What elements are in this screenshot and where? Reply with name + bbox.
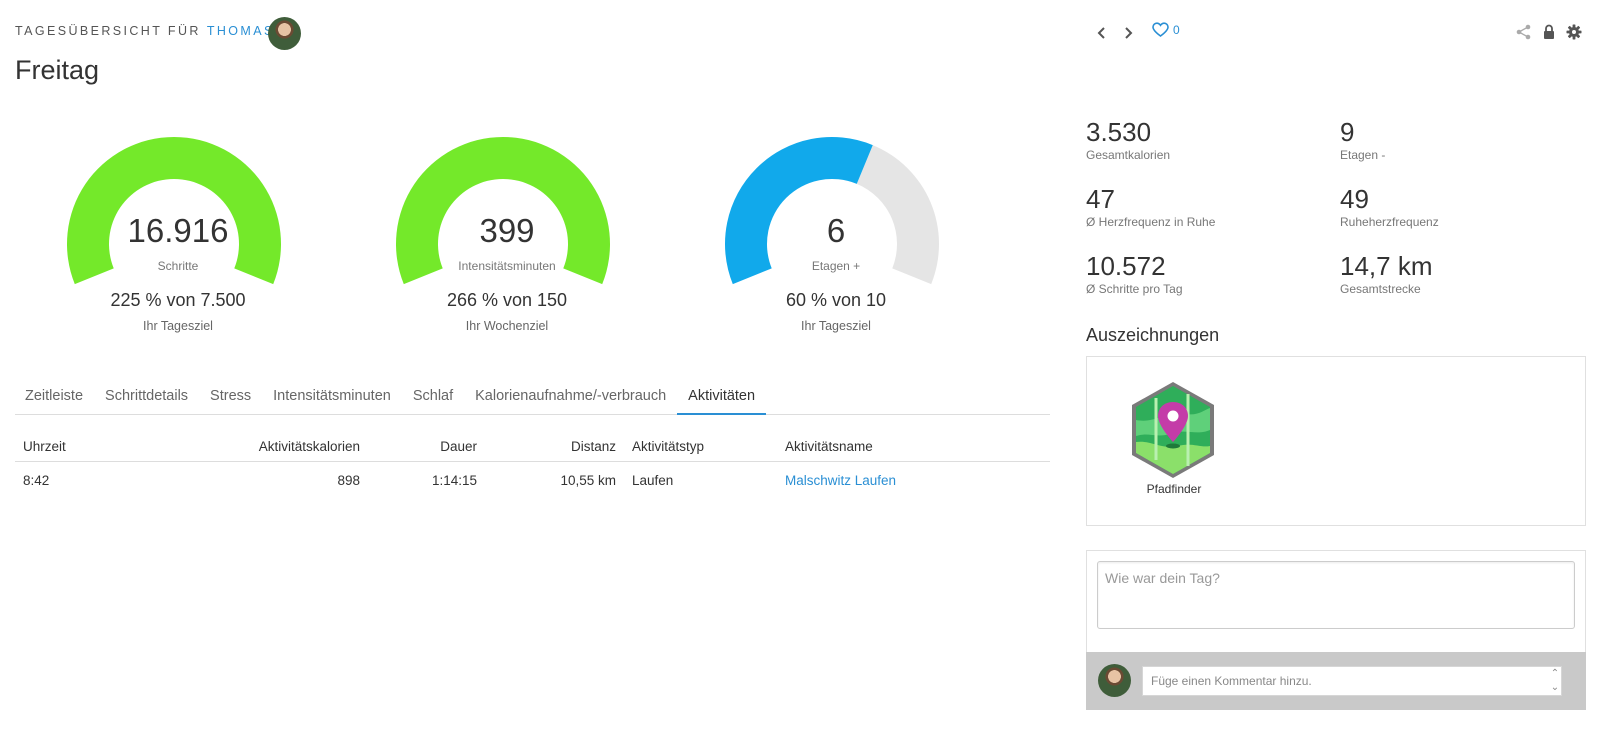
like-button[interactable]: 0	[1152, 22, 1180, 38]
next-day-button[interactable]	[1117, 22, 1139, 44]
gauge-arc	[725, 136, 939, 285]
avatar	[1098, 664, 1131, 697]
tab-bar: Zeitleiste Schrittdetails Stress Intensi…	[15, 378, 1050, 415]
gauge-fill	[67, 136, 281, 285]
gauge-summary: 60 % von 10	[785, 290, 887, 310]
stat-total-distance: 14,7 km Gesamtstrecke	[1340, 251, 1433, 296]
gear-icon	[1566, 24, 1582, 40]
gauge-fill	[725, 136, 873, 285]
page-title: Freitag	[15, 55, 100, 85]
prev-day-button[interactable]	[1091, 22, 1113, 44]
col-calories-header[interactable]: Aktivitätskalorien	[77, 431, 360, 462]
heart-icon	[1152, 22, 1169, 37]
tab-sleep[interactable]: Schlaf	[412, 388, 454, 404]
gauge-goal-label: Ihr Tagesziel	[801, 319, 871, 333]
chevron-up-icon[interactable]: ⌃	[1550, 668, 1560, 679]
tab-calories[interactable]: Kalorienaufnahme/-verbrauch	[475, 388, 667, 404]
stat-label: Etagen -	[1340, 148, 1386, 162]
stat-label: Gesamtstrecke	[1340, 282, 1421, 296]
stat-value: 10.572	[1086, 251, 1166, 281]
stat-resting-hr: 49 Ruheherzfrequenz	[1340, 184, 1439, 229]
stat-avg-resting-hr: 47 Ø Herzfrequenz in Ruhe	[1086, 184, 1215, 229]
activity-time: 8:42	[23, 472, 50, 488]
stat-label: Ruheherzfrequenz	[1340, 215, 1439, 229]
gauge-value: 399	[479, 212, 535, 249]
gauge-fill	[396, 136, 610, 285]
award-badge[interactable]	[1126, 380, 1220, 485]
table-header-row: Uhrzeit Aktivitätskalorien Dauer Distanz…	[15, 431, 1050, 462]
gauge-label: Etagen +	[811, 259, 861, 273]
gauge-value: 6	[826, 212, 846, 249]
stat-value: 9	[1340, 117, 1355, 147]
share-icon	[1516, 24, 1531, 40]
gauge-arc	[396, 136, 610, 285]
privacy-button[interactable]	[1540, 23, 1558, 41]
stat-value: 47	[1086, 184, 1115, 214]
day-note-input[interactable]	[1097, 561, 1575, 629]
activity-duration: 1:14:15	[431, 472, 477, 488]
share-button[interactable]	[1515, 23, 1533, 41]
gauge-goal-label: Ihr Tagesziel	[143, 319, 213, 333]
activity-type: Laufen	[632, 472, 674, 488]
chevron-right-icon	[1125, 27, 1133, 39]
chevron-down-icon[interactable]: ⌄	[1550, 682, 1560, 693]
map-pin-badge-icon	[1132, 382, 1214, 478]
tab-intensity-minutes[interactable]: Intensitätsminuten	[273, 388, 391, 404]
stat-value: 3.530	[1086, 117, 1152, 147]
award-label: Pfadfinder	[1146, 482, 1202, 496]
gauge-value: 16.916	[127, 212, 229, 249]
gauge-summary: 266 % von 150	[446, 290, 568, 310]
gauge-arc	[67, 136, 281, 285]
chevron-left-icon	[1097, 27, 1105, 39]
gauge-goal-label: Ihr Wochenziel	[465, 319, 549, 333]
tab-activities[interactable]: Aktivitäten	[677, 378, 767, 415]
stat-label: Gesamtkalorien	[1086, 148, 1171, 162]
activity-name-link[interactable]: Malschwitz Laufen	[785, 472, 897, 488]
stat-label: Ø Schritte pro Tag	[1086, 282, 1183, 296]
tab-timeline[interactable]: Zeitleiste	[25, 388, 84, 404]
like-count: 0	[1173, 23, 1180, 37]
gauge-track	[856, 145, 939, 285]
activity-distance: 10,55 km	[560, 472, 616, 488]
col-time-header[interactable]: Uhrzeit	[15, 431, 77, 462]
settings-button[interactable]	[1565, 23, 1583, 41]
floors-gauge[interactable]: 6 Etagen + 60 % von 10 Ihr Tagesziel	[716, 128, 956, 358]
header-prefix: TAGESÜBERSICHT FÜR	[15, 24, 201, 38]
stat-value: 14,7 km	[1340, 251, 1433, 281]
stat-label: Ø Herzfrequenz in Ruhe	[1086, 215, 1216, 229]
col-name-header[interactable]: Aktivitätsname	[785, 431, 1050, 462]
table-row[interactable]: 8:42 898 1:14:15 10,55 km Laufen Malschw…	[15, 462, 1050, 499]
gauge-label: Schritte	[157, 259, 199, 273]
tab-step-details[interactable]: Schrittdetails	[105, 388, 189, 404]
page-header: TAGESÜBERSICHT FÜR THOMAS C.	[15, 24, 298, 38]
gauge-summary: 225 % von 7.500	[110, 290, 246, 310]
col-duration-header[interactable]: Dauer	[360, 431, 477, 462]
awards-title: Auszeichnungen	[1086, 325, 1220, 345]
stat-total-calories: 3.530 Gesamtkalorien	[1086, 117, 1170, 162]
stat-value: 49	[1340, 184, 1369, 214]
activity-name-cell: Malschwitz Laufen	[785, 462, 1050, 499]
gauge-label: Intensitätsminuten	[458, 259, 556, 273]
comment-scroll[interactable]: ⌃ ⌄	[1548, 667, 1562, 695]
lock-icon	[1544, 24, 1554, 39]
comment-input[interactable]	[1142, 666, 1562, 696]
col-type-header[interactable]: Aktivitätstyp	[616, 431, 785, 462]
tab-stress[interactable]: Stress	[210, 388, 252, 404]
stat-floors-down: 9 Etagen -	[1340, 117, 1385, 162]
activities-table: Uhrzeit Aktivitätskalorien Dauer Distanz…	[15, 431, 1050, 498]
steps-gauge[interactable]: 16.916 Schritte 225 % von 7.500 Ihr Tage…	[58, 128, 298, 358]
activity-calories: 898	[337, 472, 360, 488]
stat-avg-steps: 10.572 Ø Schritte pro Tag	[1086, 251, 1183, 296]
intensity-minutes-gauge[interactable]: 399 Intensitätsminuten 266 % von 150 Ihr…	[387, 128, 627, 358]
col-distance-header[interactable]: Distanz	[477, 431, 616, 462]
avatar[interactable]	[268, 17, 301, 50]
